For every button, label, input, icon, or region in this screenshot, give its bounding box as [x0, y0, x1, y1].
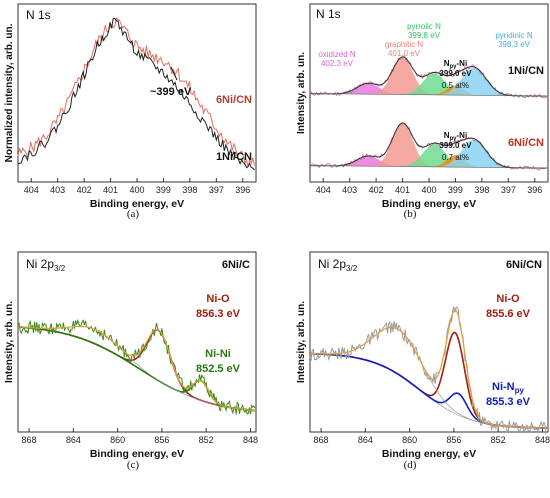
peak-label-2: pyrrolic N	[407, 22, 441, 31]
annotation-399: ~399 eV	[150, 86, 192, 98]
chart-a-title: N 1s	[26, 8, 51, 22]
sample-0-fraction: 0.5 at%	[442, 81, 469, 90]
x-axis-label: Binding energy, eV	[90, 198, 184, 210]
x-tick-label-7: 397	[209, 185, 224, 195]
chart-c-peak-energy-0: 856.3 eV	[196, 308, 241, 320]
chart-a: 404 403 402 401 400 399 398 397 396 Binding energ…	[4, 3, 257, 220]
chart-c: 868 864 860 856 852 848 Binding energy, eV Inte…	[4, 251, 258, 471]
sample-0-npyni-label: Npy-Ni	[444, 59, 467, 70]
peak-energy-3: 398.3 eV	[498, 40, 531, 49]
chart-d-raw	[309, 306, 548, 435]
x-tick-label-4: 852	[199, 435, 214, 445]
y-axis-label: Normalized intensity, arb. un.	[4, 23, 15, 162]
sample-1-npyni-label: Npy-Ni	[444, 131, 467, 142]
chart-c-peak-name-1: Ni-Ni	[205, 348, 231, 360]
panel-caption: (c)	[127, 459, 140, 471]
x-tick-label-8: 396	[235, 185, 250, 195]
peak-energy-2: 399.8 eV	[408, 31, 441, 40]
chart-b: 404 403 402 401 400 399 398 397 396 Binding energ…	[296, 3, 549, 220]
plot-frame	[17, 251, 257, 433]
sample-1-component-0	[310, 156, 547, 169]
chart-d-peak-name-1: Ni-Npy	[492, 381, 524, 395]
x-tick-label-3: 856	[446, 435, 461, 445]
peak-label-1: graphitic N	[385, 40, 423, 49]
x-tick-label-5: 848	[535, 435, 550, 445]
sample-0-npyni-energy: 399.0 eV	[439, 69, 472, 78]
series-label-1: 1Ni/CN	[216, 151, 252, 163]
sample-0-name: 1Ni/CN	[508, 65, 544, 77]
peak-label-0: oxidized N	[318, 50, 356, 59]
chart-b-title: N 1s	[316, 7, 341, 21]
x-tick-label-3: 401	[103, 185, 118, 195]
chart-c-fit	[17, 325, 255, 412]
sample-1-component-2	[310, 144, 547, 169]
peak-label-3: pyridinic N	[495, 31, 533, 40]
x-axis-label: Binding energy, eV	[382, 198, 476, 210]
x-tick-label-5: 848	[243, 435, 258, 445]
x-tick-label-4: 400	[129, 185, 144, 195]
series-label-0: 6Ni/CN	[216, 94, 252, 106]
x-tick-label-7: 397	[501, 185, 516, 195]
x-tick-label-0: 868	[22, 435, 37, 445]
x-tick-label-4: 400	[421, 185, 436, 195]
y-axis-label: Intensity, arb. un.	[296, 301, 307, 383]
x-axis-label: Binding energy, eV	[382, 448, 476, 460]
x-tick-label-2: 860	[402, 435, 417, 445]
chart-d-peak-energy-1: 855.3 eV	[486, 396, 531, 408]
x-tick-label-5: 399	[448, 185, 463, 195]
chart-d-sample: 6Ni/CN	[506, 259, 542, 271]
sample-0-envelope	[310, 56, 547, 97]
chart-d-title: Ni 2p3/2	[318, 257, 358, 273]
x-axis-label: Binding energy, eV	[90, 448, 184, 460]
sample-0-component-0	[310, 83, 547, 97]
peak-energy-0: 402.3 eV	[321, 59, 354, 68]
chart-c-title: Ni 2p3/2	[26, 257, 66, 273]
x-tick-label-1: 864	[358, 435, 373, 445]
x-tick-label-3: 856	[154, 435, 169, 445]
x-tick-label-6: 398	[474, 185, 489, 195]
chart-c-sample: 6Ni/C	[222, 259, 250, 271]
sample-0-component-2	[310, 73, 547, 97]
sample-1-component-4	[310, 139, 547, 169]
plot-frame	[309, 251, 549, 433]
x-tick-label-8: 396	[527, 185, 542, 195]
chart-c-peak-energy-1: 852.5 eV	[196, 363, 241, 375]
x-tick-label-0: 404	[24, 185, 39, 195]
panel-caption: (b)	[404, 208, 417, 220]
series-line-1	[17, 17, 255, 171]
x-tick-label-2: 402	[369, 185, 384, 195]
sample-0-baseline	[309, 93, 549, 97]
annotation-arrow	[170, 66, 178, 81]
sample-1-envelope	[310, 122, 547, 169]
x-tick-label-1: 403	[50, 185, 65, 195]
peak-energy-1: 401.0 eV	[388, 49, 421, 58]
x-tick-label-6: 398	[182, 185, 197, 195]
sample-1-npyni-energy: 399.0 eV	[439, 141, 472, 150]
chart-c-peak-name-0: Ni-O	[206, 293, 230, 305]
x-tick-label-4: 852	[491, 435, 506, 445]
x-tick-label-0: 868	[314, 435, 329, 445]
chart-d-component-2	[310, 326, 547, 429]
panel-caption: (d)	[404, 459, 417, 471]
y-axis-label: Intensity, arb. un.	[296, 52, 307, 134]
x-tick-label-2: 860	[110, 435, 125, 445]
x-tick-label-5: 399	[156, 185, 171, 195]
x-tick-label-1: 864	[66, 435, 81, 445]
sample-1-fraction: 0.7 at%	[442, 153, 469, 162]
chart-d-peak-energy-0: 855.6 eV	[486, 308, 531, 320]
sample-1-baseline	[309, 165, 549, 169]
x-tick-label-3: 401	[395, 185, 410, 195]
series-line-0	[17, 17, 255, 168]
y-axis-label: Intensity, arb. un.	[4, 301, 15, 383]
x-tick-label-0: 404	[316, 185, 331, 195]
chart-d-peak-name-0: Ni-O	[496, 293, 520, 305]
chart-d-fit	[310, 309, 547, 429]
sample-0-component-4	[310, 67, 547, 97]
sample-1-name: 6Ni/CN	[508, 137, 544, 149]
x-tick-label-2: 402	[77, 185, 92, 195]
x-tick-label-1: 403	[342, 185, 357, 195]
chart-d: 868 864 860 856 852 848 Binding energy, eV Inte…	[296, 251, 550, 471]
panel-caption: (a)	[127, 208, 140, 220]
